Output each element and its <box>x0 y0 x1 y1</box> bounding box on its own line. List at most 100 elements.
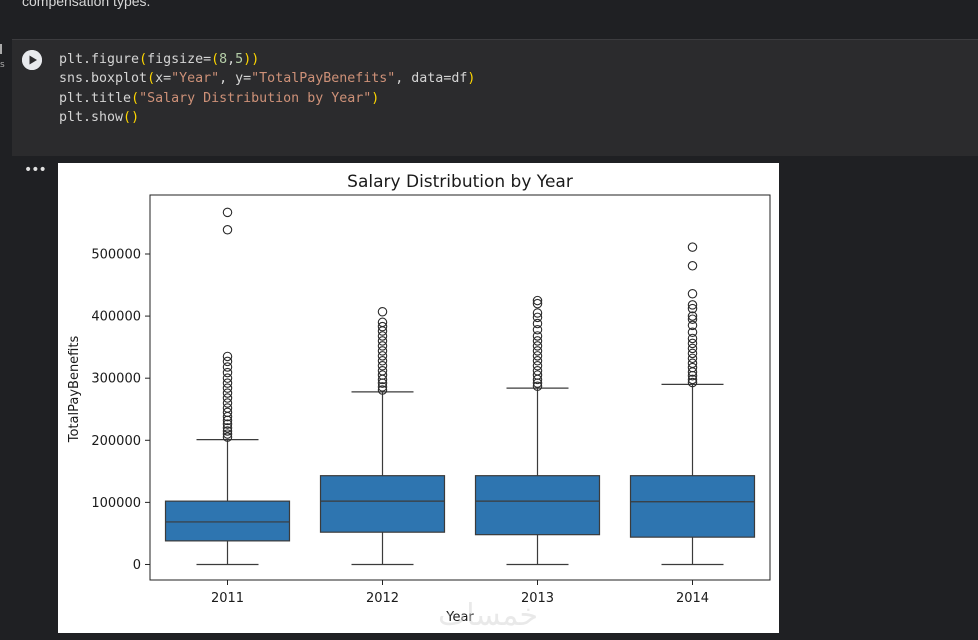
outlier-point <box>377 346 388 356</box>
code-line-3: plt.title("Salary Distribution by Year") <box>59 90 380 106</box>
outlier-point <box>222 393 233 403</box>
y-tick-label: 100000 <box>91 496 141 511</box>
outlier-point <box>377 321 388 332</box>
outlier-point <box>377 361 388 371</box>
outlier-point <box>222 398 233 408</box>
x-tick-label: 2014 <box>676 591 709 606</box>
outlier-point <box>532 318 543 329</box>
previous-cell-text: compensation types. <box>22 0 151 9</box>
y-tick-label: 400000 <box>91 310 141 325</box>
outlier-point <box>222 378 233 388</box>
code-cell[interactable] <box>12 39 978 159</box>
outlier-point <box>687 338 698 349</box>
outlier-point <box>377 336 388 346</box>
outlier-point <box>222 351 233 362</box>
outlier-point <box>687 300 698 310</box>
outlier-point <box>687 327 698 337</box>
outlier-point <box>532 325 543 335</box>
outlier-point <box>687 311 698 321</box>
outlier-point <box>532 356 543 366</box>
outlier-point <box>532 351 543 361</box>
figure: Salary Distribution by Year 0 100000 20000… <box>58 163 779 633</box>
outlier-point <box>222 362 233 372</box>
run-cell-button[interactable] <box>22 50 42 70</box>
outlier-point <box>222 423 233 433</box>
outlier-point <box>222 367 233 378</box>
outlier-point <box>222 429 233 439</box>
outlier-point <box>377 356 388 366</box>
code-line-1: plt.figure(figsize=(8,5)) <box>59 52 260 67</box>
outlier-point <box>687 353 698 364</box>
y-tick-label: 200000 <box>91 434 141 449</box>
outlier-point <box>222 207 233 218</box>
outlier-point <box>532 346 543 356</box>
outlier-point <box>377 370 388 380</box>
outlier-point <box>222 356 233 367</box>
outlier-point <box>377 317 388 328</box>
y-tick-label: 300000 <box>91 372 141 387</box>
code-editor[interactable]: plt.figure(figsize=(8,5)) sns.boxplot(x=… <box>59 50 475 127</box>
boxplot-chart: Salary Distribution by Year 0 100000 20000… <box>67 172 771 633</box>
outlier-point <box>377 382 388 392</box>
outlier-point <box>687 377 698 388</box>
outlier-point <box>222 419 233 429</box>
box-2014 <box>629 475 756 538</box>
outlier-point <box>687 358 698 369</box>
outlier-point <box>222 388 233 398</box>
plot-frame <box>149 194 771 581</box>
rail-label: s <box>0 60 5 70</box>
outlier-point <box>687 320 698 331</box>
y-tick-label: 0 <box>133 558 141 573</box>
x-tick-label: 2011 <box>211 591 244 606</box>
play-icon <box>22 50 42 70</box>
outlier-point <box>532 298 543 309</box>
outlier-point <box>222 383 233 393</box>
outlier-point <box>687 314 698 324</box>
box-2011 <box>164 500 291 542</box>
outlier-point <box>377 365 388 376</box>
box-2013 <box>474 475 601 536</box>
outlier-point <box>532 365 543 376</box>
x-axis-label: Year <box>445 610 474 625</box>
outlier-point <box>532 308 543 318</box>
y-axis-label: TotalPayBenefits <box>67 336 82 444</box>
outlier-point <box>222 225 233 235</box>
x-tick-label: 2013 <box>521 591 554 606</box>
code-line-4: plt.show() <box>59 109 140 125</box>
outlier-point <box>687 333 698 344</box>
outlier-point <box>687 374 698 385</box>
outlier-point <box>532 336 543 346</box>
outlier-point <box>687 348 698 359</box>
outlier-point <box>532 341 543 351</box>
outlier-point <box>687 242 698 252</box>
outlier-point <box>377 385 388 395</box>
outlier-point <box>532 312 543 323</box>
outlier-point <box>222 426 233 436</box>
y-tick-label: 500000 <box>91 247 141 262</box>
output-menu-icon[interactable]: ••• <box>24 162 47 178</box>
outlier-point <box>532 331 543 341</box>
outlier-point <box>532 361 543 371</box>
box-2012 <box>319 475 446 533</box>
outlier-point <box>687 261 698 271</box>
outlier-point <box>532 370 543 380</box>
outlier-point <box>377 351 388 361</box>
outlier-point <box>687 343 698 354</box>
outlier-point <box>687 362 698 373</box>
code-line-2: sns.boxplot(x="Year", y="TotalPayBenefit… <box>59 71 476 87</box>
x-tick-label: 2012 <box>366 591 399 606</box>
left-rail <box>0 40 12 640</box>
outlier-point <box>222 407 233 418</box>
outlier-point <box>377 331 388 341</box>
chart-title: Salary Distribution by Year <box>347 172 573 192</box>
outlier-point <box>532 381 543 392</box>
watermark: خمسات <box>438 598 538 633</box>
outlier-point <box>687 303 698 314</box>
outlier-point <box>377 341 388 351</box>
rail-marker <box>0 44 2 54</box>
outlier-point <box>532 295 543 306</box>
outlier-point <box>222 432 233 442</box>
outlier-point <box>687 288 698 299</box>
outlier-point <box>222 373 233 383</box>
outlier-point <box>222 403 233 413</box>
